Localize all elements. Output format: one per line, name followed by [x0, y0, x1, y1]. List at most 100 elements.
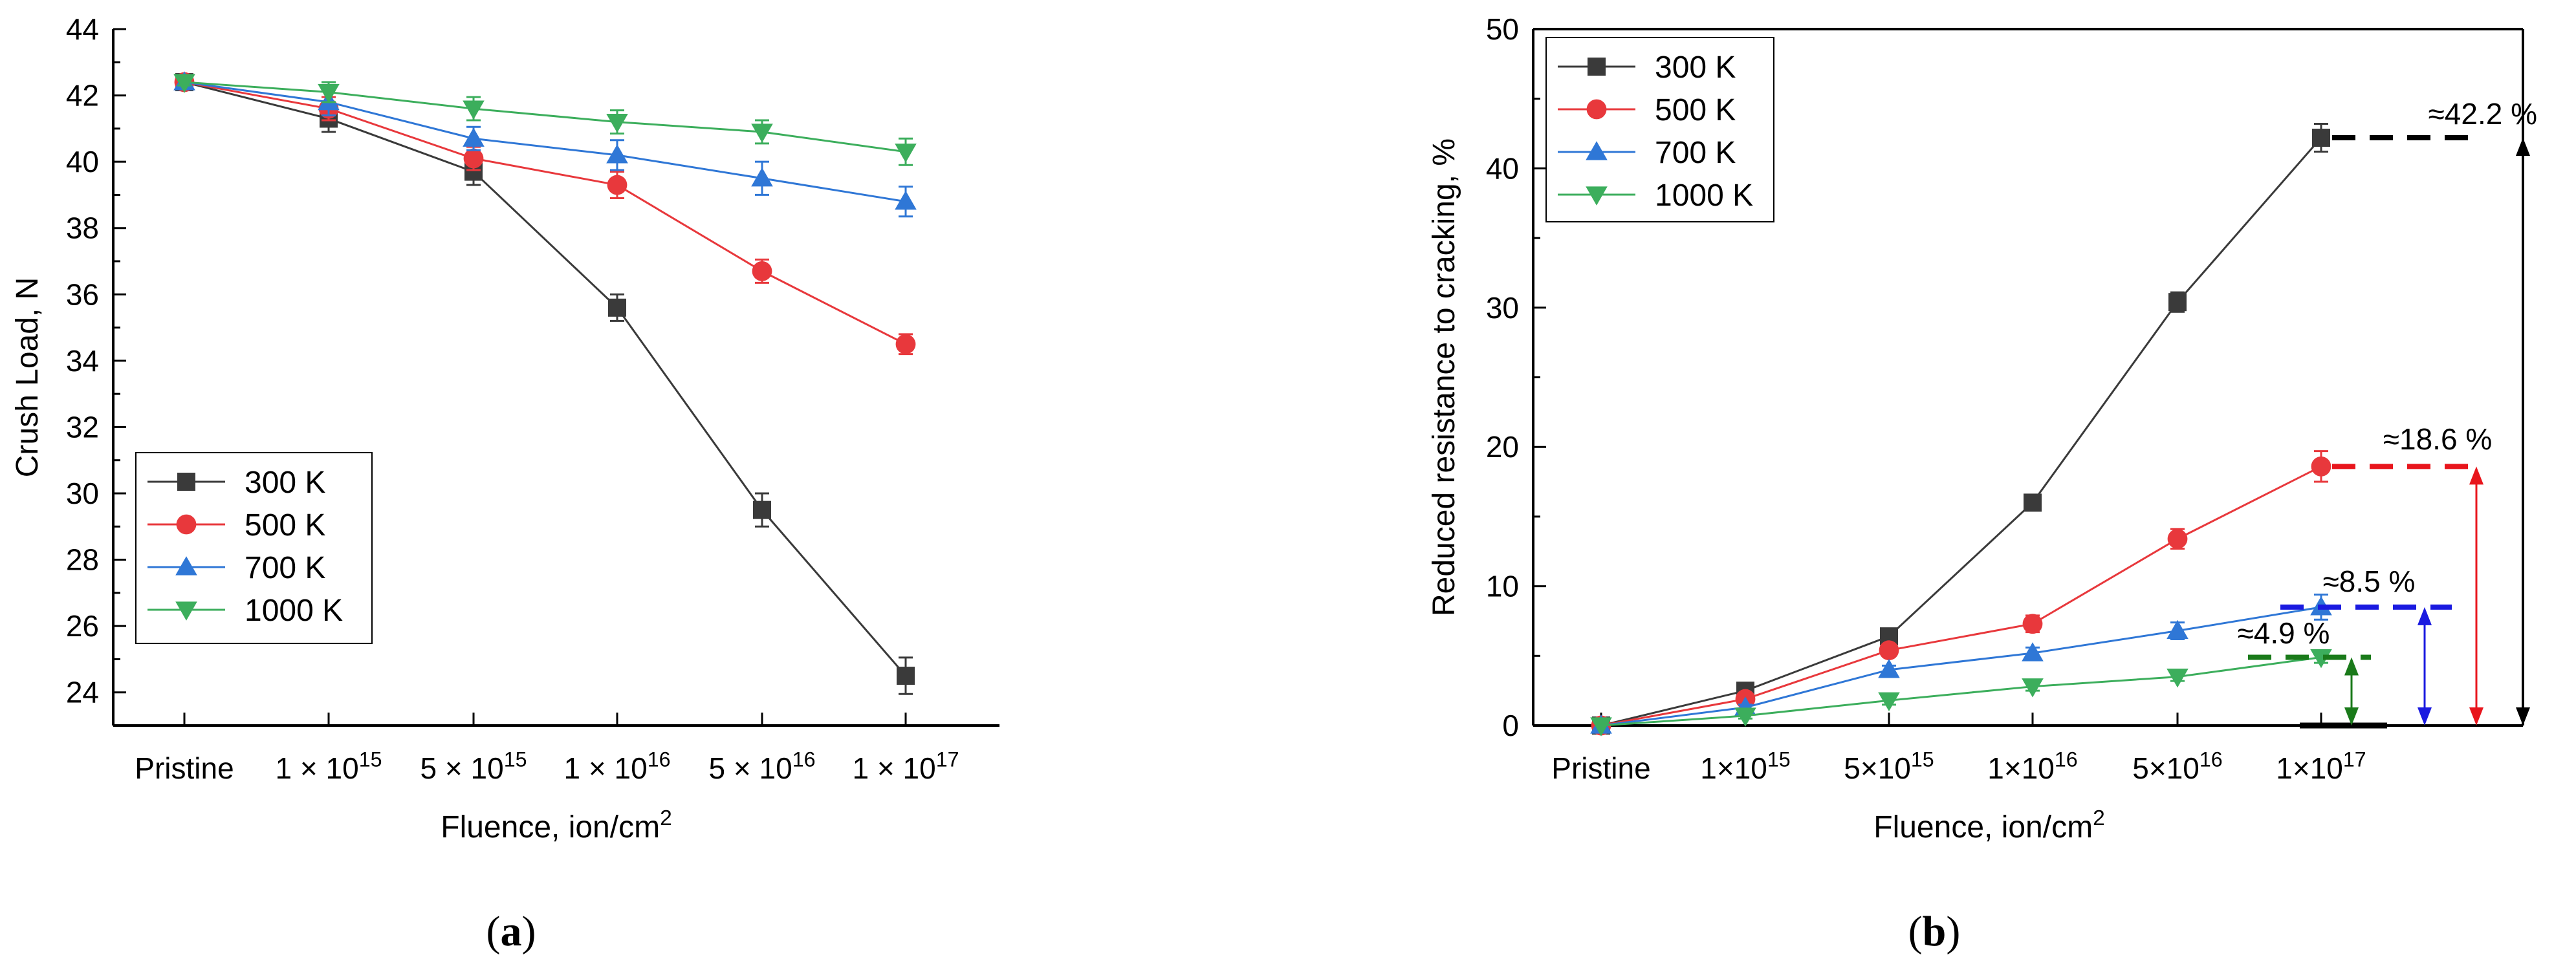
series-700k — [173, 71, 917, 218]
legend-marker — [1586, 186, 1608, 206]
x-tick-label-sup: 17 — [936, 748, 959, 771]
annotation-3-arrow-tail — [2344, 707, 2359, 726]
annotation-2-arrow-head — [2418, 607, 2432, 625]
x-tick-label-base: 1 × 10 — [276, 751, 359, 785]
data-point — [751, 167, 773, 187]
legend-label: 1000 K — [245, 594, 343, 628]
legend-box — [1545, 37, 1774, 222]
series-1000k — [173, 74, 917, 166]
x-tick-label-sup: 16 — [648, 748, 671, 771]
legend-marker — [176, 514, 197, 535]
x-tick-label-base: 1 × 10 — [564, 751, 648, 785]
x-tick-label: Pristine — [135, 751, 234, 785]
y-tick-label: 44 — [66, 12, 99, 46]
x-axis-label-base: Fluence, ion/cm — [441, 810, 660, 844]
legend-marker — [1588, 58, 1606, 76]
legend-box — [135, 452, 373, 644]
y-tick-label: 38 — [66, 211, 99, 245]
data-point — [606, 144, 628, 164]
data-point — [895, 334, 916, 354]
data-point — [173, 74, 195, 93]
y-tick-label: 30 — [66, 477, 99, 510]
series-line — [184, 81, 907, 677]
data-point — [2167, 669, 2189, 688]
y-tick-label: 40 — [66, 145, 99, 178]
x-tick-label-sup: 16 — [2055, 748, 2078, 771]
series-line — [184, 81, 906, 345]
data-point — [2024, 493, 2042, 512]
panel-label: (b) — [1908, 908, 1961, 955]
legend-label: 500 K — [245, 508, 325, 543]
x-tick-label: 5×1016 — [2132, 748, 2222, 785]
y-tick-label: 24 — [66, 676, 99, 709]
data-point — [608, 298, 626, 317]
legend-marker — [1586, 99, 1607, 120]
data-point — [1879, 640, 1899, 661]
x-tick-label: 1×1016 — [1987, 748, 2077, 785]
data-point — [463, 148, 484, 169]
panel-label-letter: a — [501, 908, 522, 955]
legend-label: 700 K — [1655, 136, 1736, 170]
x-tick-label-base: 5 × 10 — [709, 751, 792, 785]
x-tick-label-sup: 15 — [1767, 748, 1791, 771]
x-tick-label-sup: 16 — [2199, 748, 2223, 771]
y-tick-label: 36 — [66, 277, 99, 311]
data-point — [463, 100, 485, 120]
y-axis-label: Reduced resistance to cracking, % — [1427, 138, 1461, 616]
y-tick-label: 28 — [66, 543, 99, 577]
panel-label: (a) — [486, 908, 536, 955]
series-line — [184, 81, 906, 153]
x-axis-label: Fluence, ion/cm2 — [441, 806, 672, 844]
x-tick-label: 1 × 1015 — [276, 748, 382, 785]
data-point — [2311, 456, 2331, 477]
annotation-1-arrow-head — [2469, 466, 2483, 485]
data-point — [1878, 692, 1900, 712]
annotation-2-label: ≈8.5 % — [2323, 565, 2416, 598]
data-point — [1590, 717, 1612, 737]
data-point — [606, 114, 628, 133]
annotations: ≈42.2 % ≈18.6 % ≈8.5 % ≈4.9 % — [2238, 97, 2537, 729]
x-tick-label-base: 1×10 — [2276, 751, 2343, 785]
data-point — [895, 190, 917, 210]
x-tick-label-base: Pristine — [135, 751, 234, 785]
x-tick-label: 1×1017 — [2276, 748, 2366, 785]
legend-marker — [175, 556, 197, 575]
data-point — [751, 124, 773, 143]
y-tick-label: 20 — [1486, 430, 1519, 464]
x-tick-label: 1 × 1017 — [853, 748, 959, 785]
data-point — [2312, 129, 2330, 147]
legend: 300 K 500 K 700 K 1000 K — [135, 452, 373, 644]
legend-label: 500 K — [1655, 93, 1736, 127]
panel-label-open: ( — [486, 908, 501, 955]
x-tick-label: 5 × 1015 — [420, 748, 527, 785]
data-point — [318, 83, 340, 103]
legend-label: 300 K — [1655, 50, 1736, 85]
y-tick-label: 30 — [1486, 291, 1519, 325]
legend-marker — [1586, 141, 1608, 160]
x-tick-label-sup: 15 — [504, 748, 527, 771]
x-axis-label-base: Fluence, ion/cm — [1873, 810, 2093, 844]
panel-label-open: ( — [1908, 908, 1923, 955]
annotation-0-arrow-head — [2516, 138, 2530, 156]
series-line — [184, 81, 906, 203]
legend-marker — [175, 601, 197, 621]
annotation-3-label: ≈4.9 % — [2238, 616, 2330, 650]
series-1000k — [1590, 649, 2332, 737]
data-point — [753, 500, 771, 519]
x-tick-label-base: Pristine — [1551, 751, 1650, 785]
x-tick-label-sup: 17 — [2343, 748, 2366, 771]
data-point — [607, 175, 628, 195]
data-point — [463, 127, 485, 147]
legend: 300 K 500 K 700 K 1000 K — [1545, 37, 1774, 222]
y-tick-label: 10 — [1486, 570, 1519, 603]
annotation-1-arrow-tail — [2469, 707, 2483, 726]
x-tick-label: 1 × 1016 — [564, 748, 671, 785]
x-tick-label-base: 5×10 — [1844, 751, 1911, 785]
x-tick-label-sup: 15 — [1911, 748, 1934, 771]
x-tick-label-sup: 15 — [359, 748, 382, 771]
series-line — [1600, 656, 2322, 727]
x-tick-label-base: 1×10 — [1700, 751, 1767, 785]
data-point — [1734, 707, 1756, 727]
legend-label: 300 K — [245, 466, 325, 500]
